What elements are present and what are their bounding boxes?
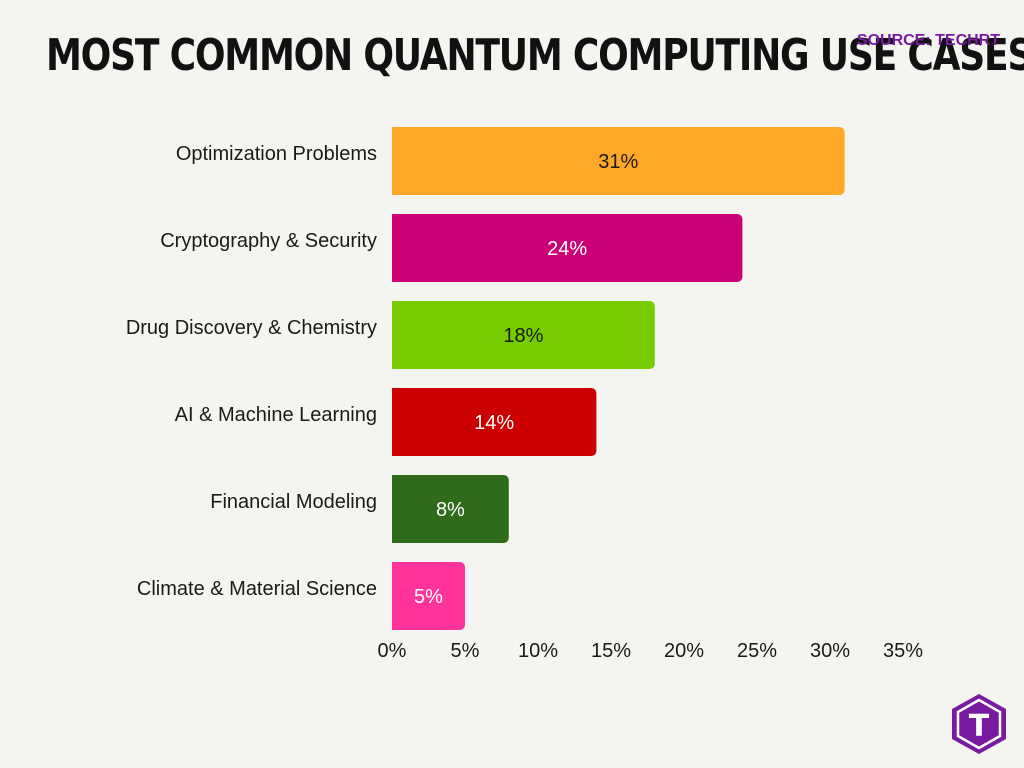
bar-value-label: 5% — [414, 586, 443, 608]
bar-value-label: 18% — [503, 325, 543, 347]
bar-value-label: 14% — [474, 412, 514, 434]
bar-value-label: 24% — [547, 238, 587, 260]
category-label: Optimization Problems — [176, 143, 377, 165]
x-tick-label: 20% — [664, 640, 704, 662]
bar-value-label: 31% — [598, 151, 638, 173]
bar — [392, 127, 845, 195]
category-label: Cryptography & Security — [160, 230, 377, 252]
x-tick-label: 35% — [883, 640, 923, 662]
bar — [392, 301, 655, 369]
x-tick-label: 5% — [451, 640, 480, 662]
bar — [392, 475, 509, 543]
x-tick-label: 0% — [378, 640, 407, 662]
bar — [392, 562, 465, 630]
bar-value-label: 8% — [436, 499, 465, 521]
source-label: SOURCE: TECHRT — [856, 32, 1000, 49]
bar — [392, 214, 743, 282]
logo-letter: T — [969, 709, 990, 744]
x-tick-label: 15% — [591, 640, 631, 662]
bar — [392, 388, 597, 456]
x-tick-label: 10% — [518, 640, 558, 662]
chart-title: MOST COMMON QUANTUM COMPUTING USE CASES — [46, 30, 1024, 81]
x-tick-label: 30% — [810, 640, 850, 662]
category-label: Drug Discovery & Chemistry — [126, 317, 377, 339]
category-label: AI & Machine Learning — [175, 404, 377, 426]
category-label: Climate & Material Science — [137, 578, 377, 600]
x-tick-label: 25% — [737, 640, 777, 662]
techrt-logo-icon: T — [952, 694, 1006, 754]
category-label: Financial Modeling — [210, 491, 377, 513]
